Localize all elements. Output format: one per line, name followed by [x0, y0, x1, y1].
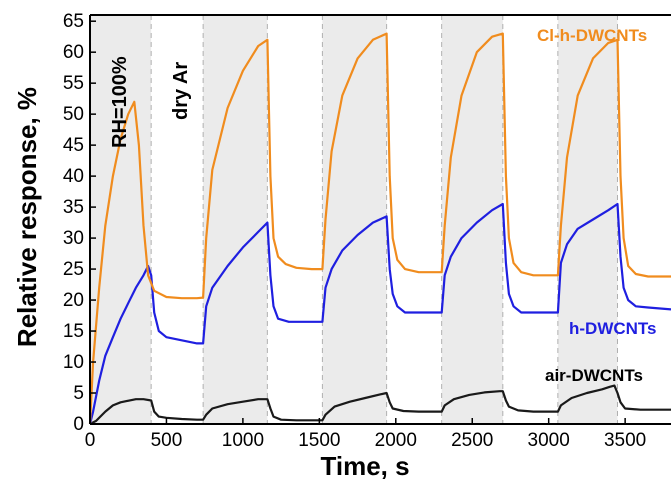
series-label-h-dwcnts: h-DWCNTs: [569, 319, 657, 338]
y-tick-label: 60: [63, 42, 84, 63]
series-label-cl-h-dwcnts: Cl-h-DWCNTs: [537, 26, 647, 45]
y-axis-title: Relative response, %: [12, 87, 42, 347]
humid-interval-bands: [89, 15, 618, 424]
humid-band-2: [322, 15, 387, 424]
tick-labels: 0 5 10 15 20 25 30 35 40 45 50 55 60 65 0 500 1000 1500 20…: [63, 11, 646, 451]
y-tick-label: 5: [73, 383, 84, 404]
humid-band-0: [90, 15, 152, 424]
y-tick-label: 0: [73, 414, 84, 435]
x-tick-label: 2500: [451, 430, 493, 451]
x-tick-label: 500: [151, 430, 183, 451]
humid-band-4: [557, 15, 618, 424]
region-label-rh: RH=100%: [109, 56, 131, 148]
series-line-air-dwcnts: [89, 384, 671, 425]
x-tick-label: 1500: [298, 430, 340, 451]
y-tick-label: 50: [63, 104, 84, 125]
x-tick-label: 2000: [375, 430, 417, 451]
series-line-h-dwcnts: [88, 202, 671, 425]
x-tick-label: 3500: [604, 430, 646, 451]
y-tick-label: 25: [63, 259, 84, 280]
y-tick-label: 45: [63, 135, 84, 156]
y-tick-label: 30: [63, 228, 84, 249]
y-tick-label: 65: [63, 11, 84, 32]
humid-band-3: [441, 15, 503, 424]
y-tick-label: 55: [63, 73, 84, 94]
region-label-dry-ar: dry Ar: [170, 62, 192, 120]
x-tick-label: 0: [85, 430, 96, 451]
axes: [89, 14, 671, 425]
series-line-cl-h-dwcnts: [88, 32, 671, 425]
y-tick-label: 10: [63, 352, 84, 373]
x-axis-title: Time, s: [320, 451, 409, 481]
y-tick-label: 40: [63, 166, 84, 187]
series-lines: [88, 32, 671, 425]
x-tick-label: 3000: [528, 430, 570, 451]
y-tick-label: 15: [63, 321, 84, 342]
y-tick-label: 35: [63, 197, 84, 218]
y-tick-label: 20: [63, 290, 84, 311]
x-tick-label: 1000: [222, 430, 264, 451]
humid-band-1: [203, 15, 268, 424]
series-label-air-dwcnts: air-DWCNTs: [545, 366, 643, 385]
